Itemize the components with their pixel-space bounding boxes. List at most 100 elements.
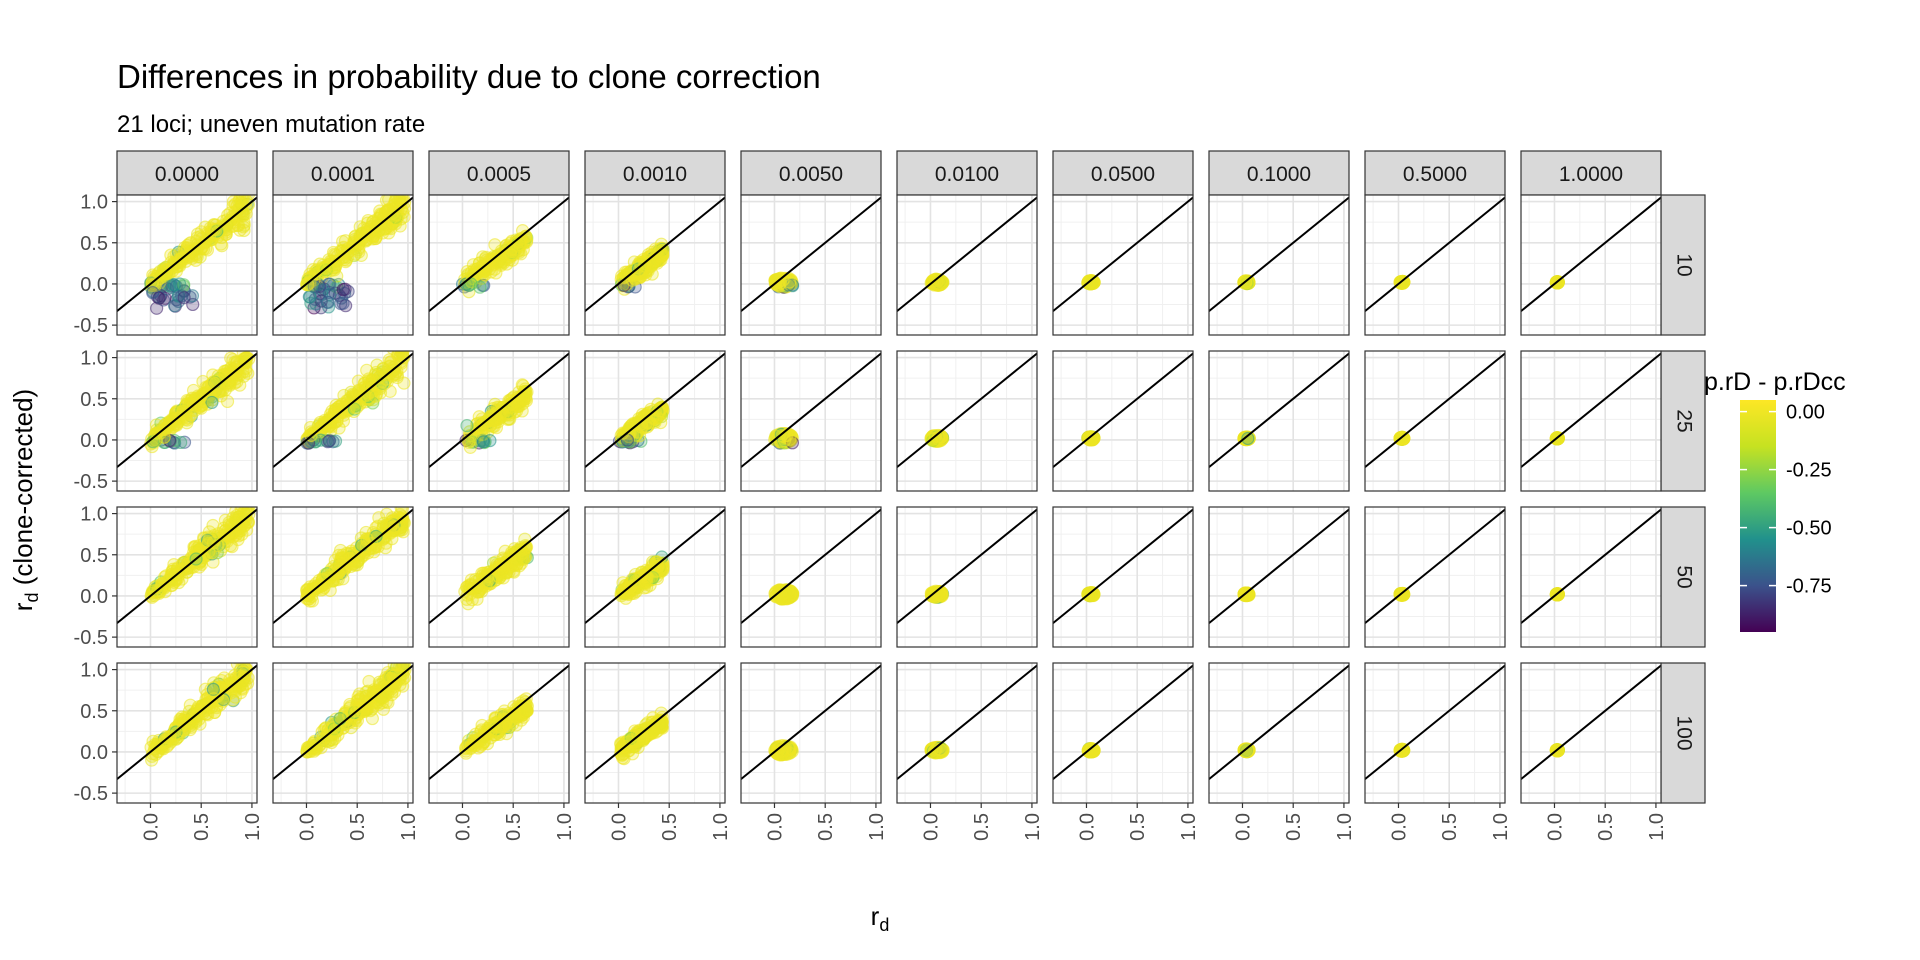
identity-line xyxy=(1365,352,1505,468)
data-point xyxy=(399,351,408,353)
y-tick-label: 0.0 xyxy=(80,742,108,764)
facet-panel xyxy=(1208,350,1350,492)
data-point xyxy=(214,237,228,251)
data-point xyxy=(616,426,630,440)
data-point xyxy=(180,244,194,258)
identity-line xyxy=(117,352,257,468)
panel-points xyxy=(924,272,950,292)
panel-border xyxy=(584,350,726,492)
chart-subtitle: 21 loci; uneven mutation rate xyxy=(117,111,425,138)
col-strip-label: 0.0005 xyxy=(467,163,531,186)
col-strip-label: 0.0001 xyxy=(311,163,375,186)
data-point xyxy=(646,411,660,425)
data-point xyxy=(365,215,380,229)
identity-line xyxy=(429,352,569,468)
facet-panel xyxy=(1520,506,1662,648)
data-point xyxy=(769,429,783,443)
data-point xyxy=(167,557,181,572)
col-strip: 0.0010 xyxy=(584,150,726,196)
data-point xyxy=(393,219,407,233)
y-tick-label: 1.0 xyxy=(80,192,108,214)
facet-panel xyxy=(1520,350,1662,492)
facet-panel xyxy=(428,506,570,648)
row-strip-label: 25 xyxy=(1672,409,1695,432)
facet-panel xyxy=(1208,506,1350,648)
col-strip-label: 0.0050 xyxy=(779,163,843,186)
identity-line xyxy=(1209,352,1349,468)
panel-border xyxy=(116,350,258,492)
col-strip: 0.0005 xyxy=(428,150,570,196)
identity-line xyxy=(1209,196,1349,312)
data-point xyxy=(194,389,208,404)
panel-points xyxy=(459,378,534,454)
col-strip: 0.0100 xyxy=(896,150,1038,196)
data-point xyxy=(341,284,355,298)
facet-panel xyxy=(1364,506,1506,648)
data-point xyxy=(160,282,175,296)
data-point xyxy=(322,285,336,299)
panel-points xyxy=(924,584,950,605)
panel-gridlines xyxy=(429,351,569,491)
facet-panel xyxy=(740,194,882,336)
row-strip: 10 xyxy=(1660,194,1706,336)
y-tick-label: 0.0 xyxy=(80,586,108,608)
panel-border xyxy=(272,194,414,336)
chart-title: Differences in probability due to clone … xyxy=(117,58,821,95)
col-strip: 0.5000 xyxy=(1364,150,1506,196)
facet-panel xyxy=(1052,350,1194,492)
facet-panel xyxy=(1052,194,1194,336)
data-point xyxy=(243,507,251,509)
data-point xyxy=(368,389,383,403)
panel-gridlines xyxy=(897,351,1037,491)
panel-points xyxy=(1081,274,1101,291)
data-point xyxy=(931,430,946,444)
data-point xyxy=(620,433,635,447)
data-point xyxy=(327,407,341,421)
data-point xyxy=(395,351,409,361)
col-strip-label: 0.0010 xyxy=(623,163,687,186)
data-point xyxy=(516,551,530,565)
facet-panel: -0.50.00.51.0 xyxy=(74,192,258,337)
panel-border xyxy=(1052,350,1194,492)
y-tick-label: -0.5 xyxy=(74,783,108,805)
col-strip: 0.0500 xyxy=(1052,150,1194,196)
x-tick-label: 1.0 xyxy=(242,813,264,841)
data-point xyxy=(492,570,507,585)
panel-points xyxy=(1237,274,1256,291)
data-point xyxy=(146,286,160,300)
panel-gridlines xyxy=(585,351,725,491)
data-point xyxy=(768,273,783,288)
identity-line xyxy=(273,352,413,468)
y-tick-label: 0.5 xyxy=(80,545,108,567)
identity-line xyxy=(1521,196,1661,312)
data-point xyxy=(177,435,192,449)
col-strip: 1.0000 xyxy=(1520,150,1662,196)
col-strip-label: 0.5000 xyxy=(1403,163,1467,186)
y-tick-label: 0.5 xyxy=(80,701,108,723)
data-point xyxy=(333,543,348,558)
x-tick-label: 0.0 xyxy=(140,813,162,841)
data-point xyxy=(394,494,406,506)
panel-border xyxy=(1052,194,1194,336)
data-point xyxy=(336,296,350,310)
col-strip: 0.0001 xyxy=(272,150,414,196)
data-point xyxy=(473,280,487,294)
col-strip-label: 0.0000 xyxy=(155,163,219,186)
data-point xyxy=(220,218,234,232)
data-point xyxy=(621,587,635,601)
row-strip: 50 xyxy=(1660,506,1706,648)
panel-points xyxy=(455,224,534,299)
panel-gridlines xyxy=(741,351,881,491)
y-tick-label: 0.5 xyxy=(80,233,108,255)
col-strip-label: 0.0100 xyxy=(935,163,999,186)
facet-panel xyxy=(428,194,570,336)
data-point xyxy=(397,337,409,349)
identity-line xyxy=(1053,196,1193,312)
panel-border xyxy=(1364,350,1506,492)
y-tick-label: -0.5 xyxy=(74,471,108,493)
data-point xyxy=(308,267,322,281)
y-tick-label: 1.0 xyxy=(80,660,108,682)
col-strip: 0.0050 xyxy=(740,150,882,196)
col-strip-label: 0.0500 xyxy=(1091,163,1155,186)
